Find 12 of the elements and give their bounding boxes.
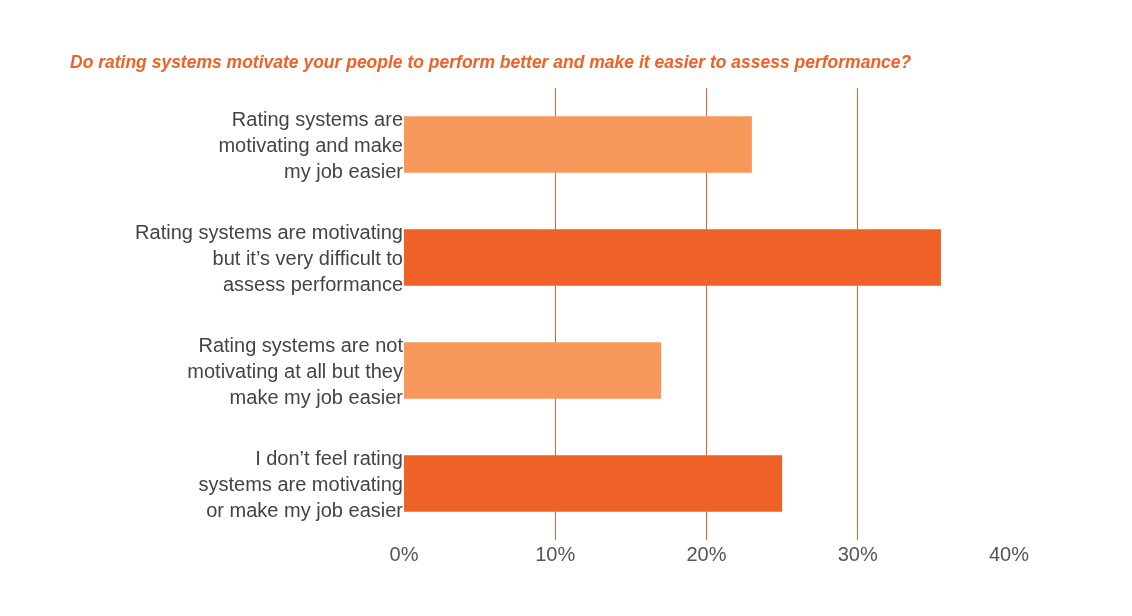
y-tick-label: Rating systems are motivating but it’s very difficult to assess performance — [135, 220, 403, 295]
bar — [404, 342, 662, 399]
x-tick-label: 0% — [389, 543, 419, 565]
y-tick-label: Rating systems are not motivating at all but they make my job easier — [187, 333, 404, 408]
y-tick-label: I don’t feel rating systems are motivating or make my job easier — [198, 446, 404, 521]
x-tick-label: 20% — [686, 543, 727, 565]
x-tick-label: 40% — [988, 543, 1030, 565]
x-tick-label: 30% — [837, 543, 878, 565]
y-tick-label: Rating systems are motivating and make my job easier — [218, 107, 404, 182]
chart-title: Do rating systems motivate your people to perform better and make it easier to assess performance? — [70, 51, 912, 72]
x-tick-label: 10% — [535, 543, 576, 565]
bar — [404, 116, 752, 173]
